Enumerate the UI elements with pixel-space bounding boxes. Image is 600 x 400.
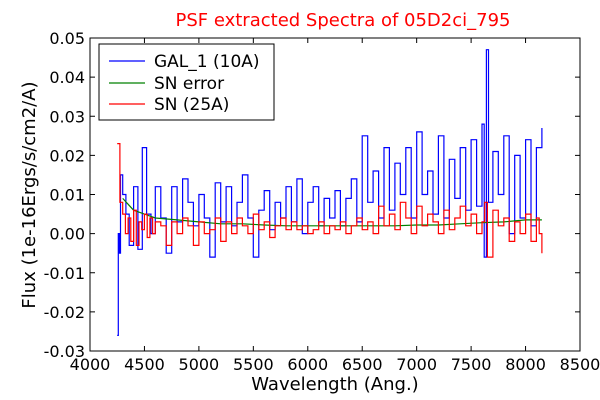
legend-item-sn: SN (25A) xyxy=(109,95,229,115)
y-axis-title: Flux (1e-16Ergs/s/cm2/A) xyxy=(19,81,40,308)
legend-box xyxy=(98,43,275,121)
x-tick-label: 8500 xyxy=(560,355,600,374)
y-tick-label: 0.04 xyxy=(49,68,85,87)
x-tick-label: 8000 xyxy=(505,355,546,374)
y-tick-label: -0.02 xyxy=(44,303,85,322)
y-axis: -0.03 -0.02 -0.01 0.00 0.01 0.02 0.03 0.04 0.05 xyxy=(44,29,580,361)
x-tick-label: 5000 xyxy=(179,355,220,374)
y-tick-label: -0.01 xyxy=(44,264,85,283)
series-line-sn-25a xyxy=(117,143,543,258)
y-tick-label: 0.03 xyxy=(49,107,85,126)
x-tick-label: 5500 xyxy=(233,355,274,374)
x-tick-label: 7000 xyxy=(396,355,437,374)
legend-item-sn-error: SN error xyxy=(109,74,224,94)
plot-frame xyxy=(89,37,581,352)
legend-label-gal: GAL_1 (10A) xyxy=(154,52,260,72)
x-tick-label: 4500 xyxy=(124,355,165,374)
x-tick-label: 7500 xyxy=(451,355,492,374)
y-tick-label: 0.02 xyxy=(49,146,85,165)
x-tick-label: 4000 xyxy=(70,355,111,374)
y-tick-label: 0.00 xyxy=(49,225,85,244)
legend-label-sn-error: SN error xyxy=(154,74,224,94)
chart-title: PSF extracted Spectra of 05D2ci_795 xyxy=(175,10,510,31)
x-axis: 4000 4500 5000 5500 6000 6500 7000 7500 8000 8500 xyxy=(70,38,600,374)
x-tick-label: 6000 xyxy=(287,355,328,374)
legend: GAL_1 (10A) SN error SN (25A) xyxy=(98,43,275,121)
plot-series-layer xyxy=(117,49,543,336)
legend-item-gal: GAL_1 (10A) xyxy=(109,52,260,72)
x-axis-title: Wavelength (Ang.) xyxy=(251,374,418,395)
legend-label-sn: SN (25A) xyxy=(154,95,229,115)
y-tick-label: 0.05 xyxy=(49,29,85,48)
y-tick-label: -0.03 xyxy=(44,342,85,361)
x-tick-label: 6500 xyxy=(342,355,383,374)
y-tick-label: 0.01 xyxy=(49,186,85,205)
